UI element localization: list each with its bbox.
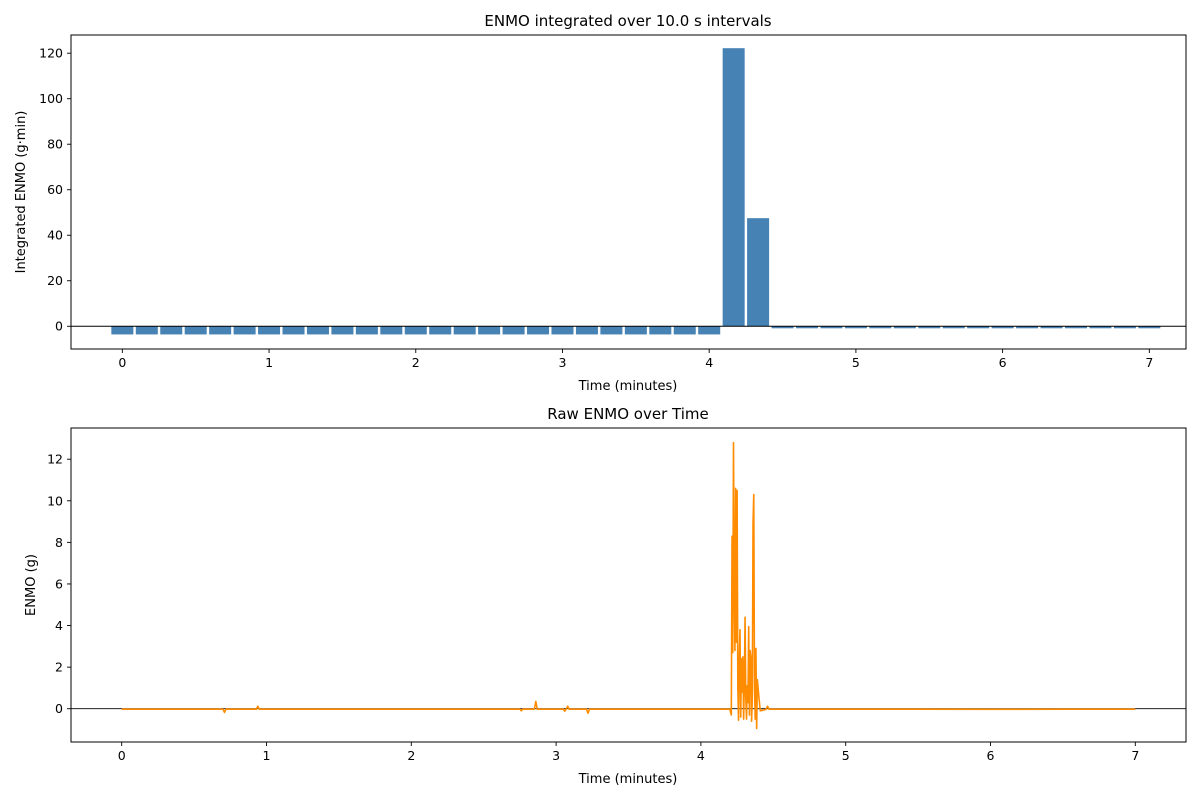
top-y-tick-label: 20 (47, 273, 63, 288)
top-bar (160, 326, 183, 335)
top-bar (673, 326, 696, 335)
top-bar (331, 326, 354, 335)
bottom-axes-frame (70, 427, 1187, 743)
top-y-tick-label: 40 (47, 228, 63, 243)
top-bar (1138, 326, 1161, 329)
bottom-x-tick-label: 2 (407, 748, 415, 763)
top-x-tick-label: 1 (265, 355, 273, 370)
top-axes-frame (70, 34, 1187, 350)
top-x-tick-label: 3 (559, 355, 567, 370)
top-y-axis-label: Integrated ENMO (g·min) (14, 111, 29, 274)
bottom-x-tick-label: 3 (552, 748, 560, 763)
bottom-x-tick-label: 7 (1131, 748, 1139, 763)
top-x-tick-label: 7 (1145, 355, 1153, 370)
bottom-chart-title: Raw ENMO over Time (547, 405, 708, 423)
top-plot-area: 0 1 2 3 4 5 6 7 0 20 40 60 80 100 120 (39, 34, 1187, 370)
top-bar (918, 326, 941, 329)
top-bar (355, 326, 378, 335)
top-bar (429, 326, 452, 335)
top-bar (527, 326, 550, 335)
top-bar (258, 326, 281, 335)
top-bar (209, 326, 232, 335)
top-bar (1089, 326, 1112, 329)
top-y-tick-label: 80 (47, 137, 63, 152)
top-bar (820, 326, 843, 329)
top-y-tick-label: 0 (55, 319, 63, 334)
top-bar (453, 326, 476, 335)
top-bar (1040, 326, 1063, 329)
top-bar (722, 48, 745, 327)
top-bar (942, 326, 965, 329)
top-bar (306, 326, 329, 335)
top-x-tick-label: 5 (852, 355, 860, 370)
top-bar (380, 326, 403, 335)
bottom-y-tick-label: 10 (47, 493, 63, 508)
top-bar (893, 326, 916, 329)
top-bar (478, 326, 501, 335)
top-bar (1064, 326, 1087, 329)
top-bar (404, 326, 427, 335)
top-bar (698, 326, 721, 335)
bottom-x-tick-label: 5 (842, 748, 850, 763)
top-chart: ENMO integrated over 10.0 s intervals 0 1… (14, 12, 1187, 394)
top-bar (1113, 326, 1136, 329)
top-bar (796, 326, 819, 329)
top-bar (575, 326, 598, 335)
top-x-tick-label: 0 (118, 355, 126, 370)
top-bar (967, 326, 990, 329)
top-x-tick-label: 6 (999, 355, 1007, 370)
top-bar (184, 326, 207, 335)
top-bar (771, 326, 794, 329)
bottom-y-tick-label: 4 (55, 618, 63, 633)
top-bar (502, 326, 525, 335)
top-y-tick-label: 120 (39, 46, 63, 61)
top-bar (600, 326, 623, 335)
top-bar (1016, 326, 1039, 329)
bottom-x-tick-label: 4 (697, 748, 705, 763)
top-bar (135, 326, 158, 335)
top-x-tick-label: 2 (412, 355, 420, 370)
bottom-x-tick-label: 1 (263, 748, 271, 763)
top-bar (551, 326, 574, 335)
top-y-tick-label: 100 (39, 91, 63, 106)
bottom-x-tick-label: 0 (118, 748, 126, 763)
bottom-y-tick-label: 8 (55, 535, 63, 550)
top-x-tick-label: 4 (705, 355, 713, 370)
top-y-tick-label: 60 (47, 182, 63, 197)
bottom-y-axis-label: ENMO (g) (24, 554, 39, 616)
top-bar (869, 326, 892, 329)
top-bar (991, 326, 1014, 329)
bottom-x-tick-label: 6 (987, 748, 995, 763)
top-x-axis-label: Time (minutes) (578, 379, 678, 394)
top-bar (233, 326, 256, 335)
top-bar (844, 326, 867, 329)
bottom-y-tick-label: 6 (55, 576, 63, 591)
top-bar (282, 326, 305, 335)
top-bar (747, 218, 770, 327)
bottom-y-tick-label: 12 (47, 452, 63, 467)
bottom-y-tick-label: 2 (55, 660, 63, 675)
top-bar (624, 326, 647, 335)
bottom-x-axis-label: Time (minutes) (578, 772, 678, 787)
top-bar (111, 326, 134, 335)
top-chart-title: ENMO integrated over 10.0 s intervals (484, 12, 771, 30)
bottom-y-tick-label: 0 (55, 701, 63, 716)
bottom-series-line (121, 441, 1136, 730)
top-bar (649, 326, 672, 335)
